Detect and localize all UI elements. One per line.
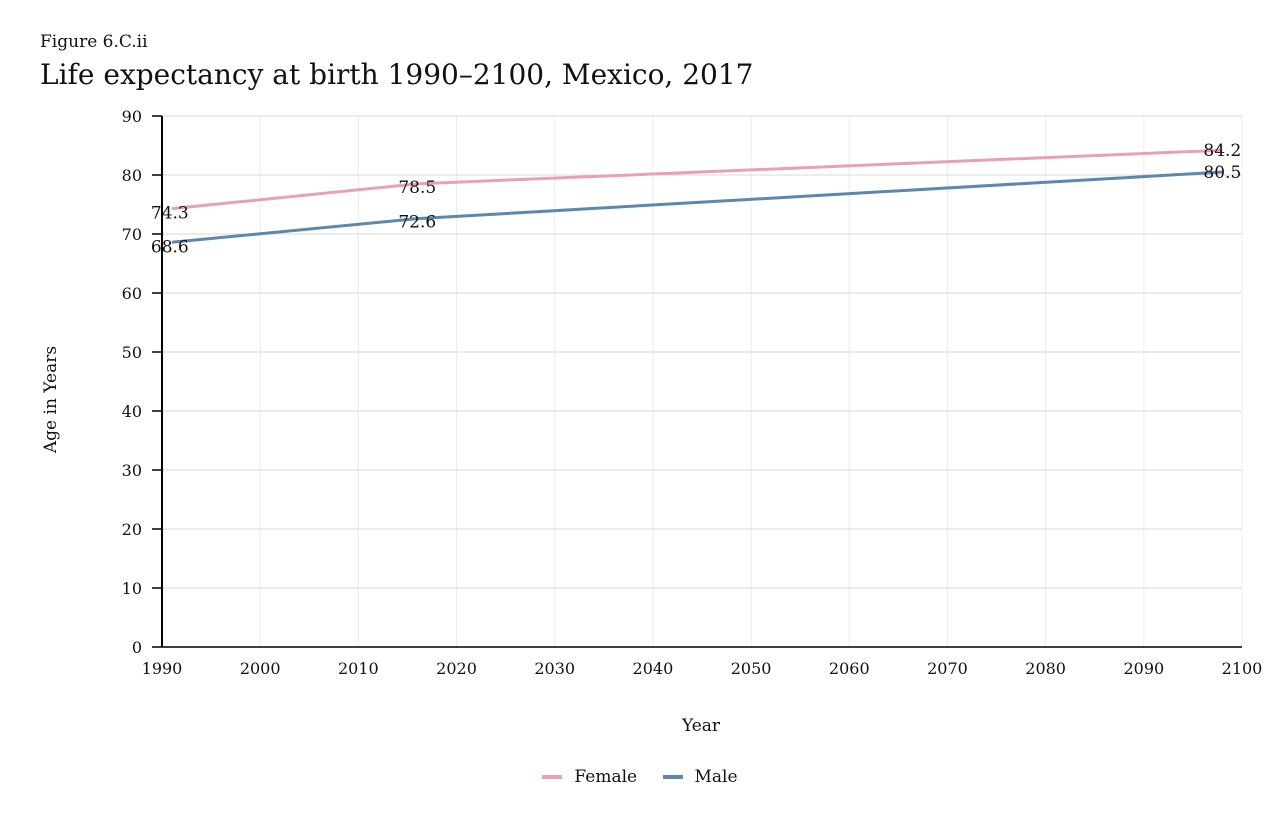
y-tick-label-10: 10 [122,579,142,598]
y-tick-label-0: 0 [132,638,142,657]
y-tick-label-20: 20 [122,520,142,539]
x-tick-label-2040: 2040 [633,659,674,678]
legend-item-female[interactable]: Female [542,767,637,787]
data-label-male-1991: 68.6 [151,237,189,257]
x-tick-label-2020: 2020 [436,659,477,678]
series-line-female [171,148,1223,211]
figure-label: Figure 6.C.ii [40,32,148,52]
data-label-female-1991: 74.3 [151,204,189,224]
x-tick-label-2090: 2090 [1123,659,1164,678]
x-tick-label-2030: 2030 [534,659,575,678]
y-tick-label-50: 50 [122,343,142,362]
x-tick-label-2050: 2050 [731,659,772,678]
x-tick-label-2060: 2060 [829,659,870,678]
legend-label-female: Female [574,767,638,787]
data-label-male-2098: 80.5 [1203,163,1241,183]
x-tick-label-2010: 2010 [338,659,379,678]
data-label-male-2016: 72.6 [398,213,436,233]
legend-item-male[interactable]: Male [662,767,738,787]
y-tick-label-30: 30 [122,461,142,480]
x-tick-label-2000: 2000 [240,659,281,678]
x-tick-label-2100: 2100 [1222,659,1263,678]
y-tick-label-40: 40 [122,402,142,421]
x-tick-label-2080: 2080 [1025,659,1066,678]
y-tick-label-60: 60 [122,284,142,303]
y-tick-label-70: 70 [122,225,142,244]
y-axis-title: Age in Years [41,346,61,454]
y-tick-label-80: 80 [122,166,142,185]
x-tick-label-2070: 2070 [927,659,968,678]
series-line-male [171,170,1223,244]
y-tick-label-90: 90 [122,107,142,126]
chart-title: Life expectancy at birth 1990–2100, Mexi… [40,58,754,91]
data-label-female-2016: 78.5 [398,178,436,198]
x-axis-title: Year [681,716,721,736]
chart-legend: Female Male [0,764,1280,787]
legend-swatch-female [542,775,563,779]
x-tick-label-1990: 1990 [142,659,183,678]
legend-swatch-male [662,775,683,779]
data-label-female-2098: 84.2 [1203,141,1241,161]
legend-label-male: Male [694,767,738,787]
